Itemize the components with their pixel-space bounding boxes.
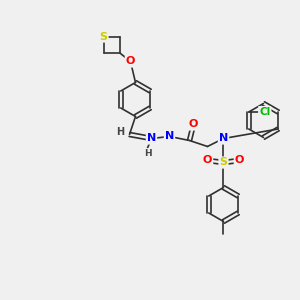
Text: O: O — [189, 119, 198, 130]
Text: H: H — [116, 128, 124, 137]
Text: N: N — [165, 131, 174, 142]
Text: O: O — [203, 155, 212, 166]
Text: N: N — [147, 134, 156, 143]
Text: O: O — [235, 155, 244, 166]
Text: O: O — [126, 56, 135, 67]
Text: Cl: Cl — [259, 107, 270, 117]
Text: S: S — [100, 32, 107, 41]
Text: H: H — [144, 149, 151, 158]
Text: N: N — [219, 134, 228, 143]
Text: S: S — [220, 158, 227, 167]
